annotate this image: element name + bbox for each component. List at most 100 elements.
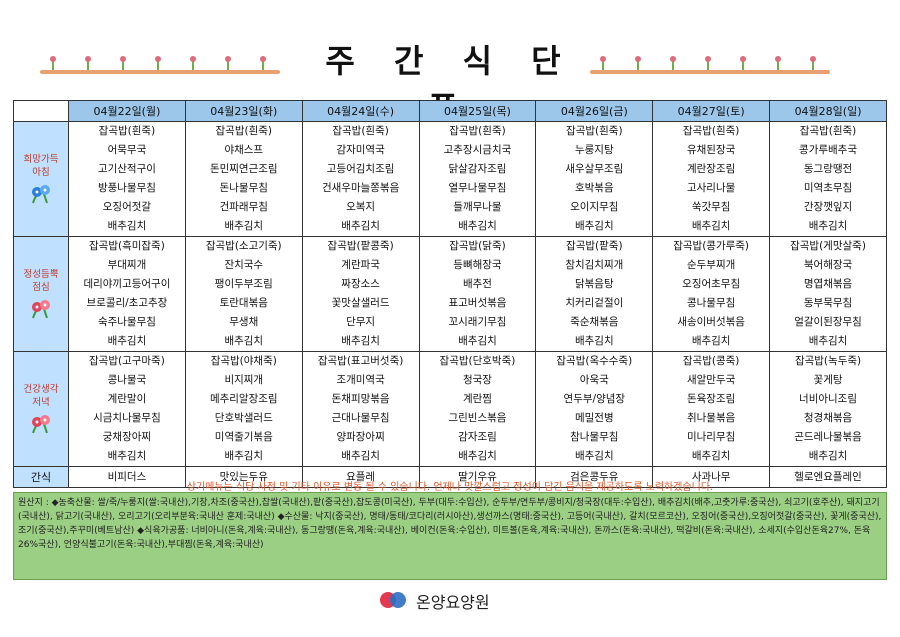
- menu-item: 명엽채볶음: [803, 278, 853, 290]
- title-decoration-right: [590, 50, 830, 80]
- menu-cell: 잡곡밥(흑미잡죽) 부대찌개 데리야끼고등어구이 브로콜리/초고추장 숙주나물무침 배추김…: [68, 236, 186, 352]
- menu-cell: 잡곡밥(팥콩죽) 계란파국 짜장소스 꽃맛살샐러드 단무지 배추김치: [301, 236, 420, 352]
- menu-item: 잡곡밥(단호박죽): [439, 355, 516, 367]
- snack-row: 간식 비피더스 맛있는두유 요플레 딸기우유 검은콩두유 사과나무 헬로엔요플레인: [13, 466, 887, 488]
- weekly-menu-table: 04월22일(월) 04월23일(화) 04월24일(수) 04월25일(목) …: [13, 100, 887, 488]
- menu-item: 배추김치: [808, 220, 848, 232]
- menu-item: 배추김치: [808, 335, 848, 347]
- menu-item: 동그랑땡전: [803, 163, 853, 175]
- menu-item: 숙주나물무침: [97, 316, 156, 328]
- menu-item: 잡곡밥(고구마죽): [89, 355, 165, 367]
- menu-item: 배추전: [462, 278, 492, 290]
- menu-item: 들깨무나물: [453, 201, 502, 213]
- menu-item: 계란장조림: [686, 163, 736, 175]
- meal-row: 건강생각 저녁 잡곡밥(고구마죽) 콩나물국 계란말이 시금치나물무침 궁채장아찌 배추김치…: [13, 351, 887, 467]
- menu-item: 잡곡밥(콩죽): [682, 355, 740, 367]
- menu-item: 야채스프: [224, 144, 264, 156]
- menu-item: 청경채볶음: [803, 412, 853, 424]
- menu-item: 메밀전병: [574, 412, 614, 424]
- notice-text: 상기메뉴는 식당 사정 및 기타 이유로 변동 될 수 있습니다. 언제나 맛깔…: [186, 482, 714, 493]
- meal-label: 건강생각 저녁: [13, 351, 69, 467]
- menu-cell: 잡곡밥(소고기죽) 잔치국수 팽이두부조림 토란대볶음 무생채 배추김치: [184, 236, 303, 352]
- snack-cell: 맛있는두유: [184, 466, 303, 488]
- menu-item: 배추김치: [224, 450, 264, 462]
- menu-item: 배추김치: [107, 220, 147, 232]
- menu-item: 계란파국: [341, 259, 380, 271]
- menu-item: 콩나물국: [107, 374, 147, 386]
- flower-icon: [27, 298, 55, 320]
- menu-item: 꼬시래기무침: [448, 316, 507, 328]
- meal-row: 정성듬뿍 점심 잡곡밥(흑미잡죽) 부대찌개 데리야끼고등어구이 브로콜리/초고추장 숙주…: [13, 236, 887, 352]
- menu-item: 얼갈이된장무침: [794, 316, 862, 328]
- menu-item: 배추김치: [458, 450, 497, 462]
- menu-cell: 잡곡밥(흰죽) 어묵무국 고기산적구이 방풍나물무침 오징어젓갈 배추김치: [68, 121, 186, 237]
- menu-item: 새우살무조림: [565, 163, 624, 175]
- menu-item: 배추김치: [691, 335, 731, 347]
- menu-cell: 잡곡밥(팥죽) 참치김치찌개 닭볶음탕 치커리겉절이 죽순채볶음 배추김치: [535, 236, 654, 352]
- menu-item: 계란찜: [462, 393, 492, 405]
- menu-cell: 잡곡밥(흰죽) 유채된장국 계란장조림 고사리나물 쑥갓무침 배추김치: [652, 121, 771, 237]
- menu-item: 호박볶음: [574, 182, 614, 194]
- day-header: 04월23일(화): [184, 100, 303, 122]
- menu-item: 궁채장아찌: [102, 431, 152, 443]
- snack-cell: 검은콩두유: [535, 466, 654, 488]
- day-header: 04월27일(토): [652, 100, 771, 122]
- menu-item: 잡곡밥(게맛살죽): [790, 240, 866, 252]
- menu-item: 잡곡밥(팥죽): [566, 240, 623, 252]
- menu-item: 배추김치: [341, 450, 380, 462]
- menu-item: 돈육장조림: [686, 393, 736, 405]
- menu-cell: 잡곡밥(흰죽) 감자미역국 고등어김치조림 건새우마늘쫑볶음 오복지 배추김치: [301, 121, 420, 237]
- menu-cell: 잡곡밥(콩가루죽) 순두부찌개 오징어초무침 콩나물무침 새송이버섯볶음 배추김치: [652, 236, 771, 352]
- menu-cell: 잡곡밥(흰죽) 콩가루배추국 동그랑땡전 미역초무침 간장깻잎지 배추김치: [769, 121, 887, 237]
- menu-item: 잔치국수: [224, 259, 264, 271]
- menu-item: 메추리알장조림: [209, 393, 278, 405]
- menu-cell: 잡곡밥(옥수수죽) 아욱국 연두부/양념장 메밀전병 참나물무침 배추김치: [535, 351, 654, 467]
- menu-cell: 잡곡밥(흰죽) 야채스프 돈민찌연근조림 돈나물무침 건파래무침 배추김치: [184, 121, 303, 237]
- menu-cell: 잡곡밥(닭죽) 등뼈해장국 배추전 표고버섯볶음 꼬시래기무침 배추김치: [418, 236, 537, 352]
- menu-item: 잡곡밥(흰죽): [799, 125, 857, 137]
- menu-cell: 잡곡밥(흰죽) 누룽지탕 새우살무조림 호박볶음 오이지무침 배추김치: [535, 121, 654, 237]
- menu-item: 배추김치: [107, 335, 147, 347]
- menu-item: 건새우마늘쫑볶음: [321, 182, 400, 194]
- menu-item: 누룽지탕: [574, 144, 614, 156]
- snack-cell: 사과나무: [652, 466, 771, 488]
- menu-item: 잡곡밥(야채죽): [210, 355, 277, 367]
- menu-item: 잡곡밥(흑미잡죽): [89, 240, 165, 252]
- snack-cell: 헬로엔요플레인: [769, 466, 887, 488]
- menu-item: 잡곡밥(흰죽): [682, 125, 740, 137]
- menu-item: 고등어김치조림: [326, 163, 395, 175]
- menu-item: 브로콜리/초고추장: [86, 297, 168, 309]
- menu-item: 근대나물무침: [331, 412, 390, 424]
- menu-item: 건파래무침: [219, 201, 268, 213]
- menu-item: 단호박샐러드: [214, 412, 273, 424]
- menu-item: 새송이버섯볶음: [677, 316, 745, 328]
- menu-item: 죽순채볶음: [570, 316, 619, 328]
- menu-item: 부대찌개: [107, 259, 147, 271]
- menu-item: 감자조림: [458, 431, 497, 443]
- menu-item: 토란대볶음: [219, 297, 268, 309]
- snack-cell: 딸기우유: [418, 466, 537, 488]
- menu-cell: 잡곡밥(게맛살죽) 북어해장국 명엽채볶음 동부묵무침 얼갈이된장무침 배추김치: [769, 236, 887, 352]
- menu-item: 콩가루배추국: [799, 144, 858, 156]
- flower-icon: [27, 183, 55, 205]
- menu-item: 잡곡밥(녹두죽): [794, 355, 862, 367]
- menu-cell: 잡곡밥(단호박죽) 청국장 계란찜 그린빈스볶음 감자조림 배추김치: [418, 351, 537, 467]
- menu-item: 오징어젓갈: [102, 201, 152, 213]
- menu-item: 잡곡밥(팥콩죽): [327, 240, 394, 252]
- origin-info: 원산지 : ◆농축산물: 쌀/죽/누룽지(쌀:국내산),기장,차조(중국산),찹…: [13, 492, 887, 580]
- menu-item: 표고버섯볶음: [448, 297, 507, 309]
- menu-item: 닭볶음탕: [574, 278, 614, 290]
- menu-item: 유채된장국: [686, 144, 736, 156]
- menu-item: 치커리겉절이: [565, 297, 624, 309]
- menu-item: 고기산적구이: [97, 163, 156, 175]
- menu-item: 배추김치: [574, 335, 614, 347]
- meal-label-text: 정성듬뿍 점심: [23, 269, 59, 293]
- menu-item: 배추김치: [341, 220, 380, 232]
- menu-cell: 잡곡밥(흰죽) 고추장시금치국 닭살감자조림 열무나물무침 들깨무나물 배추김치: [418, 121, 537, 237]
- menu-item: 돈나물무침: [219, 182, 268, 194]
- menu-item: 비지찌개: [224, 374, 264, 386]
- menu-item: 미역줄기볶음: [214, 431, 273, 443]
- menu-item: 고추장시금치국: [443, 144, 512, 156]
- menu-item: 잡곡밥(흰죽): [215, 125, 273, 137]
- day-header: 04월25일(목): [418, 100, 537, 122]
